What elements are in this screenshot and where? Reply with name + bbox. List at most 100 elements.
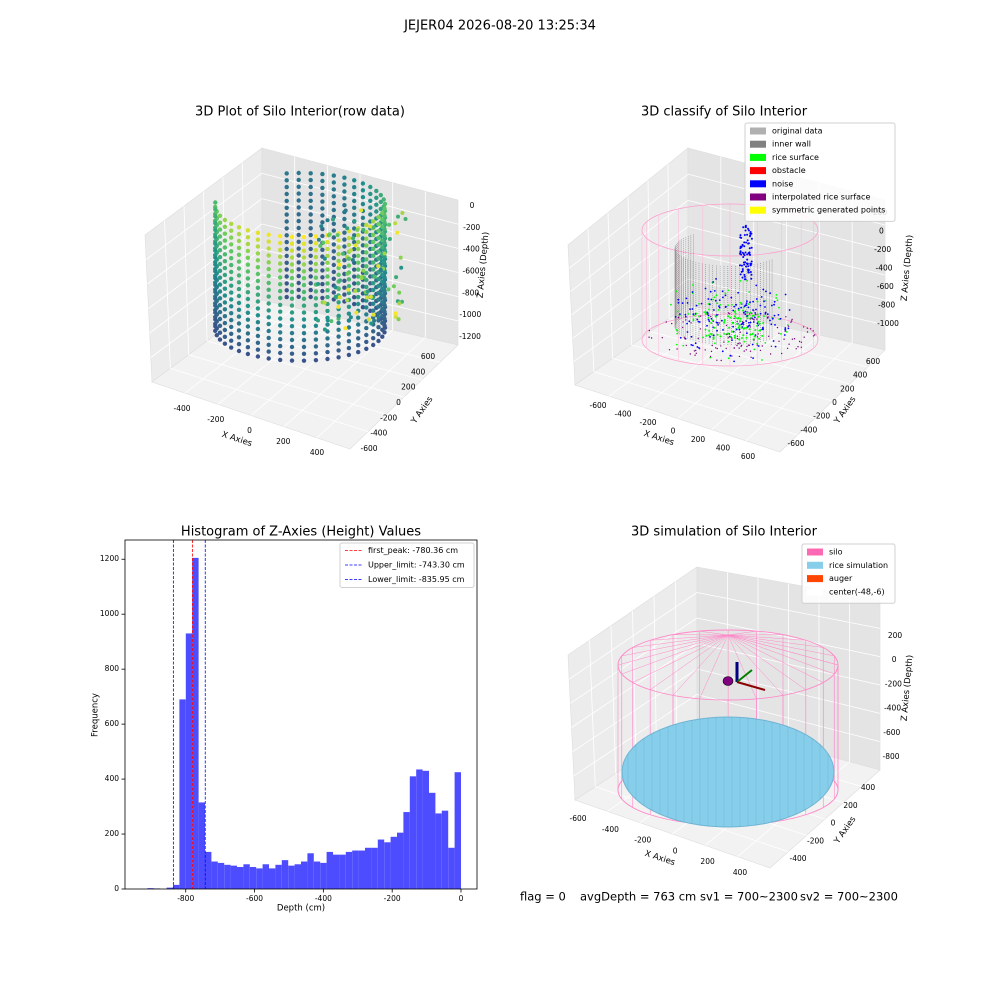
x-tick-label: 0: [673, 846, 678, 855]
status-text: flag = 0: [520, 890, 566, 904]
decor-point: [648, 329, 651, 332]
decor-point: [752, 357, 754, 359]
decor-point: [752, 300, 754, 303]
decor-point: [236, 335, 242, 340]
decor-point: [717, 314, 719, 316]
decor-point: [676, 290, 678, 293]
x-tick-label: 600: [741, 452, 756, 461]
decor-point: [728, 313, 731, 315]
decor-point: [697, 320, 700, 323]
decor-point: [345, 226, 350, 231]
legend-label: symmetric generated points: [772, 206, 885, 215]
decor-point: [677, 301, 680, 304]
decor-point: [360, 236, 366, 241]
y-tick-label: 200: [843, 801, 858, 810]
decor-point: [331, 290, 336, 295]
decor-point: [278, 282, 283, 287]
decor-point: [213, 275, 218, 281]
decor-point: [325, 308, 330, 314]
decor-point: [301, 351, 307, 356]
decor-point: [757, 315, 760, 318]
decor-point: [361, 268, 366, 273]
decor-point: [746, 233, 749, 236]
decor-point: [380, 231, 385, 236]
x-tick-label: 0: [247, 426, 252, 435]
pane-grid: [745, 342, 853, 442]
decor-point: [217, 241, 223, 246]
decor-point: [342, 258, 347, 263]
legend-swatch: [750, 153, 766, 161]
x-tick-label: 0: [671, 427, 676, 436]
decor-point: [289, 248, 295, 253]
decor-point: [346, 345, 352, 351]
decor-point: [266, 308, 271, 313]
decor-point: [725, 324, 728, 327]
decor-point: [710, 322, 713, 324]
decor-point: [356, 315, 361, 320]
decor-point: [236, 293, 242, 299]
decor-point: [336, 348, 341, 353]
decor-point: [773, 314, 776, 317]
decor-point: [353, 288, 358, 293]
decor-point: [744, 226, 747, 229]
status-text: avgDepth = 763 cm: [580, 890, 696, 904]
decor-point: [695, 312, 698, 315]
decor-point: [368, 198, 373, 203]
decor-point: [399, 265, 404, 270]
decor-point: [213, 324, 218, 329]
decor-point: [715, 347, 717, 349]
bar: [173, 884, 180, 889]
decor-point: [313, 254, 319, 260]
decor-point: [359, 276, 364, 281]
decor-point: [759, 349, 762, 352]
decor-point: [345, 271, 350, 276]
decor-point: [331, 255, 336, 261]
decor-point: [743, 241, 746, 244]
decor-point: [745, 302, 748, 304]
decor-point: [758, 329, 761, 332]
decor-point: [289, 255, 295, 260]
decor-point: [213, 220, 218, 226]
decor-point: [364, 312, 369, 317]
decor-point: [376, 235, 381, 241]
decor-point: [296, 177, 301, 183]
y-tick-label: 400: [105, 774, 120, 783]
decor-point: [705, 334, 708, 337]
decor-point: [376, 331, 381, 337]
decor-point: [213, 289, 218, 295]
decor-point: [236, 341, 242, 347]
decor-point: [778, 332, 780, 334]
decor-point: [352, 226, 357, 231]
decor-point: [236, 300, 242, 306]
decor-point: [785, 316, 787, 318]
decor-point: [245, 317, 251, 322]
decor-point: [346, 287, 351, 292]
decor-point: [753, 348, 756, 351]
decor-point: [308, 253, 313, 258]
decor-point: [213, 207, 218, 212]
decor-point: [700, 302, 703, 305]
decor-point: [764, 299, 767, 302]
decor-point: [336, 304, 341, 309]
decor-point: [394, 275, 399, 280]
decor-point: [284, 281, 289, 286]
decor-point: [724, 292, 727, 295]
decor-point: [266, 301, 271, 306]
decor-point: [213, 227, 218, 233]
decor-point: [352, 212, 357, 217]
decor-point: [266, 321, 271, 327]
decor-point: [743, 263, 746, 266]
decor-point: [217, 289, 223, 294]
decor-point: [740, 306, 742, 309]
decor-point: [734, 312, 737, 315]
decor-point: [325, 281, 330, 286]
decor-point: [717, 324, 719, 326]
decor-point: [278, 357, 283, 363]
decor-point: [245, 303, 251, 309]
decor-point: [318, 243, 323, 248]
decor-point: [325, 267, 330, 272]
decor-point: [391, 284, 396, 289]
decor-point: [376, 221, 381, 227]
decor-point: [325, 349, 330, 355]
decor-point: [747, 229, 750, 232]
